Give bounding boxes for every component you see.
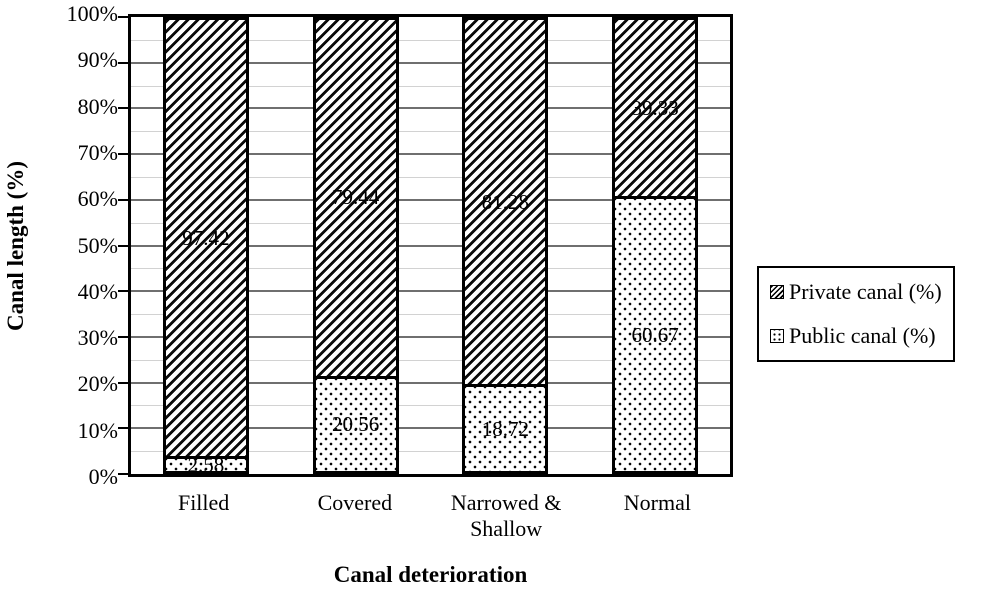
y-axis-tick-label: 10% [77,417,118,443]
y-axis-tick-marks [118,16,730,475]
bar-segment-private: 81.28 [465,20,546,388]
gridline [131,176,730,178]
gridline [131,244,730,247]
dots-swatch-icon [770,329,784,343]
gridline [131,314,730,316]
x-axis-labels: Filled Covered Narrowed & Shallow Normal [128,490,733,542]
legend: Private canal (%) Public canal (%) [757,266,955,362]
gridline [131,222,730,224]
bar-segment-private: 79.44 [315,20,396,379]
data-label: 79.44 [332,185,380,210]
y-axis-tick-label: 80% [77,93,118,119]
gridline [131,107,730,110]
y-axis-labels: 0% 10% 20% 30% 40% 50% 60% 70% 80% 90% 100% [0,1,118,489]
y-axis-tick-label: 100% [66,1,118,26]
tick-mark [118,381,128,384]
gridline [131,153,730,156]
data-label: 20.56 [332,412,380,437]
data-label: 81.28 [481,189,529,214]
x-axis-title: Canal deterioration [333,562,528,587]
bar-segment-private: 39.33 [615,20,696,200]
gridline [131,359,730,361]
tick-mark [118,427,128,430]
bar: 97.42 2.58 [162,17,249,475]
category-label: Narrowed & Shallow [450,490,562,541]
tick-mark [118,61,128,64]
category-label: Normal [623,490,691,515]
gridline [131,451,730,453]
tick-mark [118,198,128,201]
legend-item-public: Public canal (%) [770,325,942,347]
data-label: 18.72 [481,416,529,441]
bar-segment-public: 18.72 [465,387,546,471]
gridline [131,85,730,87]
gridline [131,61,730,64]
legend-label-public: Public canal (%) [789,323,936,348]
y-axis-tick-label: 70% [77,139,118,165]
gridline [131,427,730,430]
data-label: 2.58 [187,452,225,477]
y-axis-tick-label: 50% [77,232,118,258]
gridlines [131,17,730,474]
tick-mark [118,107,128,110]
y-axis-tick-label: 90% [77,47,118,73]
category-label: Covered [317,490,393,515]
gridline [131,198,730,201]
bar: 81.28 18.72 [462,17,549,474]
gridline [131,268,730,270]
legend-label-private: Private canal (%) [789,279,942,304]
tick-mark [118,290,128,293]
y-axis-tick-label: 0% [88,464,118,489]
data-label: 39.33 [631,95,679,120]
legend-item-private: Private canal (%) [770,281,942,303]
bar-segment-public: 2.58 [165,454,246,475]
tick-mark [118,473,128,475]
bar-segment-public: 20.56 [315,378,396,471]
hatch-swatch-icon [770,285,784,299]
gridline [131,405,730,407]
data-label: 97.42 [182,225,230,250]
bar-segment-private: 97.42 [165,20,246,460]
tick-mark [118,244,128,247]
gridline [131,131,730,133]
tick-mark [118,335,128,338]
bars: 97.42 2.58 79.44 20.56 81.28 18.72 39.33 60.67 [131,17,730,475]
y-axis-tick-label: 30% [77,325,118,351]
gridline [131,381,730,384]
y-axis-tick-label: 40% [77,278,118,304]
category-label: Filled [177,490,230,515]
gridline [131,290,730,293]
bar: 79.44 20.56 [312,17,399,474]
y-axis-tick-label: 20% [77,371,118,397]
y-axis-tick-label: 60% [77,186,118,212]
gridline [131,335,730,338]
tick-mark [118,16,128,18]
data-label: 60.67 [631,322,679,347]
bar-segment-public: 60.67 [615,199,696,471]
plot-area: 97.42 2.58 79.44 20.56 81.28 18.72 39.33 60.67 [118,14,733,477]
gridline [131,39,730,41]
tick-mark [118,153,128,156]
bar: 39.33 60.67 [612,17,699,474]
